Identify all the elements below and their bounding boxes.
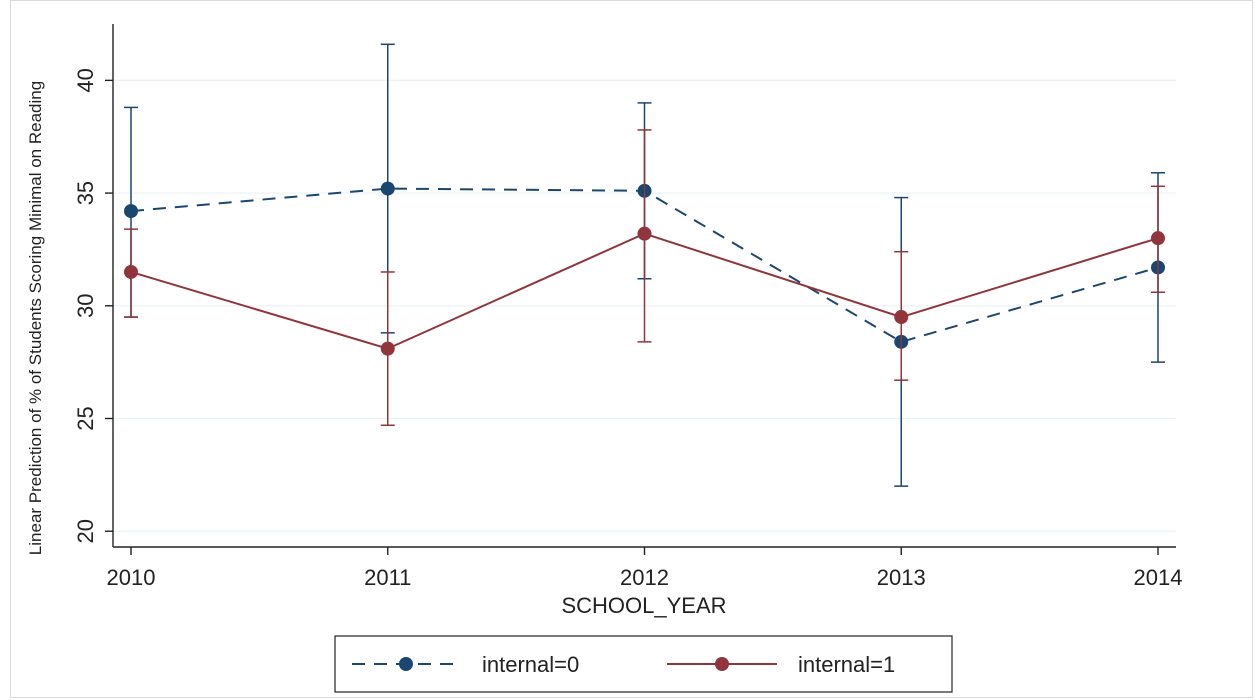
legend-label-internal-1: internal=1 (798, 652, 895, 677)
x-tick-label-2012: 2012 (620, 565, 669, 590)
point-internal-1-2011 (380, 341, 395, 356)
point-internal-0-2011 (380, 181, 395, 196)
legend-label-internal-0: internal=0 (482, 652, 579, 677)
x-tick-label-2011: 2011 (364, 565, 411, 590)
legend: internal=0 internal=1 (334, 635, 953, 693)
y-ticks: 20 25 30 35 40 (73, 68, 113, 543)
x-tick-label-2014: 2014 (1134, 565, 1183, 590)
y-tick-label-30: 30 (73, 294, 98, 318)
y-tick-label-40: 40 (73, 68, 98, 92)
legend-box (334, 635, 953, 693)
point-internal-1-2012 (637, 226, 652, 241)
y-axis-title: Linear Prediction of % of Students Scori… (26, 81, 45, 555)
x-tick-label-2013: 2013 (877, 565, 926, 590)
point-internal-0-2010 (124, 204, 138, 219)
chart-frame (10, 0, 1253, 698)
x-axis-title: SCHOOL_YEAR (561, 593, 726, 618)
gridlines (113, 79, 1176, 532)
series-internal-1 (124, 129, 1165, 427)
y-tick-label-20: 20 (73, 519, 98, 543)
point-internal-1-2010 (124, 264, 138, 279)
y-tick-label-25: 25 (73, 406, 98, 430)
point-internal-1-2014 (1151, 231, 1165, 246)
series-layer (124, 43, 1165, 487)
x-tick-label-2010: 2010 (107, 565, 156, 590)
y-tick-label-35: 35 (73, 181, 98, 205)
legend-marker-internal-0 (399, 657, 413, 671)
point-internal-1-2013 (894, 310, 909, 325)
legend-marker-internal-1 (715, 657, 729, 671)
x-ticks: 2010 2011 2012 2013 2014 (107, 547, 1183, 590)
